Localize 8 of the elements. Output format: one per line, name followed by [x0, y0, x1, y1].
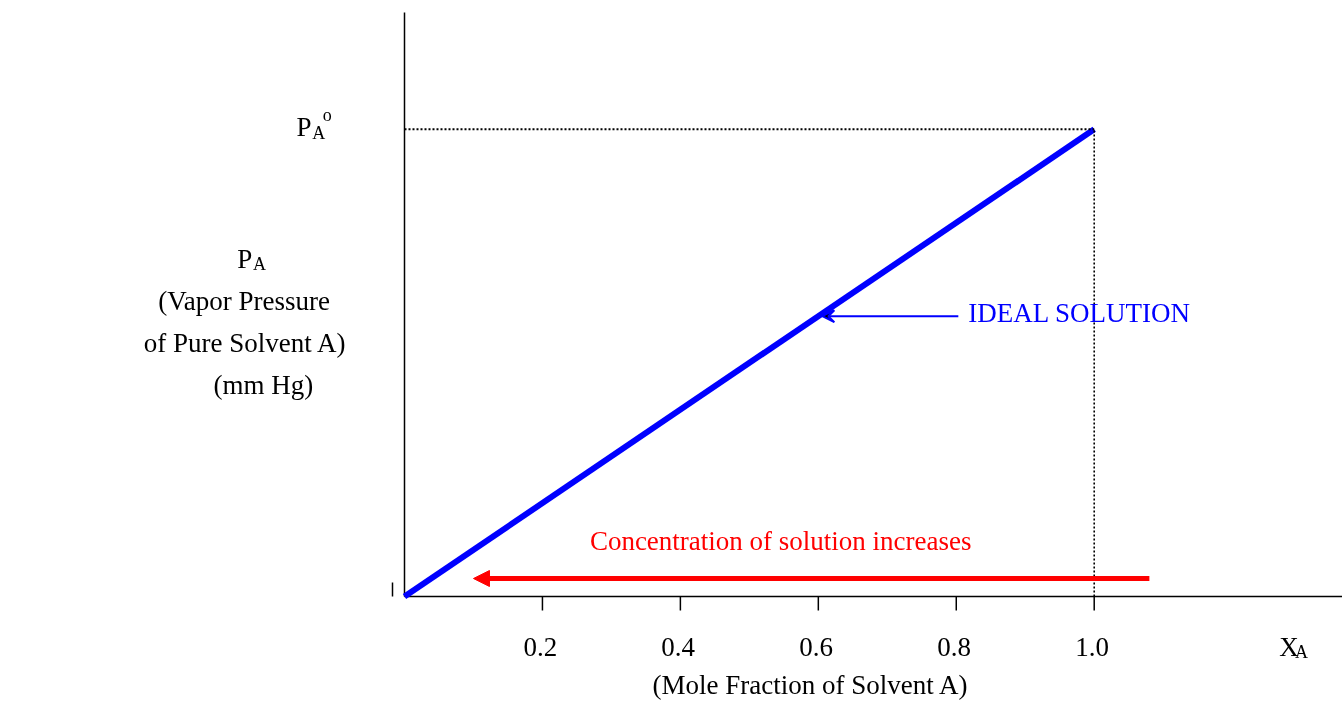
annotation: IDEAL SOLUTION: [968, 298, 1191, 329]
x-axis-title: (Mole Fraction of Solvent A): [652, 669, 968, 700]
x-tick-label: 0.8: [937, 631, 971, 662]
x-tick-label: 0.2: [523, 631, 558, 662]
annotation: Concentration of solution increases: [589, 525, 972, 556]
x-tick-label: 0.6: [799, 631, 834, 662]
x-tick-label: 1.0: [1075, 631, 1109, 662]
x-tick-label: 0.4: [661, 631, 696, 662]
